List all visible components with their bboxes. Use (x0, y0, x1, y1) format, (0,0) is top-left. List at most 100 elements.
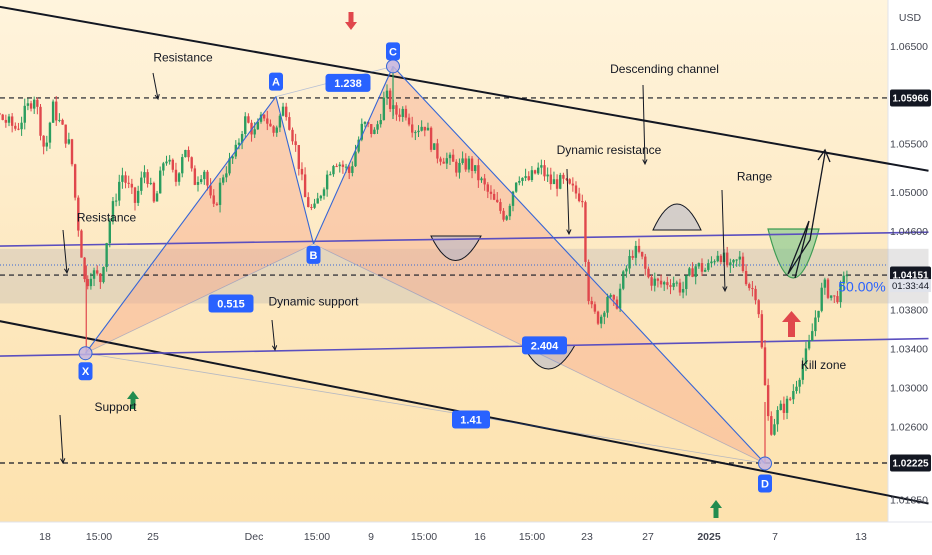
candle-body (612, 294, 615, 300)
candle-body (581, 201, 584, 203)
candle-body (748, 284, 751, 289)
pointer-resistance-top-head (154, 94, 160, 101)
candle-body (174, 169, 178, 182)
candle-body (537, 167, 540, 174)
candle-body (770, 416, 773, 435)
pointer-dynamic-resistance-head (566, 229, 572, 236)
annotation-7: Support (94, 400, 137, 414)
price-axis-background (888, 0, 932, 522)
candle-body (625, 268, 628, 272)
pattern-leg-AB (275, 96, 315, 245)
time-axis-background (0, 522, 932, 550)
x-tick-8: 15:00 (519, 531, 545, 543)
candle-body (357, 139, 360, 152)
candle-body (370, 124, 373, 134)
candle-body (675, 282, 678, 284)
x-tick-3: Dec (245, 531, 264, 543)
candle-body (524, 176, 527, 178)
pattern-point-d-bg (758, 474, 772, 493)
candle-body (244, 116, 247, 135)
projection-arrow-head (817, 148, 831, 163)
candle-body (80, 230, 83, 258)
candle-body (222, 177, 225, 183)
candle-body (726, 252, 729, 266)
x-tick-13: 13 (855, 531, 867, 543)
candle-body (344, 166, 348, 168)
candle-body (845, 275, 849, 277)
candle-body (647, 268, 650, 278)
candle-body (407, 117, 411, 125)
x-tick-0: 18 (39, 531, 51, 543)
layer-axes: USD1.065001.060001.055001.050001.046001.… (39, 12, 931, 543)
annotation-3: Range (737, 170, 773, 184)
candle-body (448, 154, 452, 159)
semicircle-resistance-test (430, 235, 482, 261)
candle-body (73, 164, 77, 198)
candle-body (420, 126, 423, 131)
pattern-leg-XA (85, 96, 277, 354)
candle-body (199, 179, 203, 183)
candle-body (212, 195, 215, 204)
candle-body (67, 139, 71, 144)
countdown-bg (890, 279, 931, 293)
candle-body (376, 124, 379, 130)
candle-body (656, 278, 660, 281)
candle-body (703, 269, 707, 272)
candle-body (820, 287, 823, 311)
candle-body (603, 312, 606, 317)
candle-body (445, 158, 449, 164)
candle-body (96, 270, 99, 274)
candle-body (464, 158, 467, 170)
candle-body (316, 198, 319, 204)
candle-body (779, 403, 782, 411)
candle-body (461, 158, 464, 163)
dynamic-resistance-line (0, 231, 929, 247)
annotation-5: Dynamic support (268, 294, 359, 308)
candle-body (398, 114, 401, 117)
ratio-label-0: 1.238 (334, 78, 362, 90)
x-tick-10: 27 (642, 531, 654, 543)
y-tick-3: 1.05000 (890, 187, 928, 199)
x-tick-12: 7 (772, 531, 778, 543)
candle-body (51, 101, 55, 123)
candle-body (691, 268, 694, 277)
pointer-support (59, 414, 64, 464)
candle-body (250, 122, 253, 135)
candle-body (89, 278, 93, 287)
candle-body (23, 105, 26, 123)
candle-body (436, 143, 439, 159)
ratio-label-2: 2.404 (531, 340, 559, 352)
candle-body (114, 200, 118, 202)
candle-body (133, 187, 137, 203)
candle-body (1, 114, 4, 120)
candle-body (521, 177, 524, 181)
candle-body (184, 149, 187, 158)
candle-body (470, 158, 474, 171)
layer-candles (0, 66, 849, 464)
pattern-point-d: D (761, 478, 769, 490)
candle-body (92, 270, 96, 279)
pattern-point-c-bg (386, 42, 400, 61)
x-tick-9: 23 (581, 531, 593, 543)
candle-body (42, 135, 45, 147)
candle-body (751, 288, 754, 290)
candle-body (451, 154, 455, 162)
candle-body (149, 182, 152, 184)
candle-body (0, 113, 1, 115)
candle-body (423, 126, 426, 131)
candle-body (33, 99, 36, 109)
pattern-point-c: C (389, 46, 397, 58)
candle-body (543, 165, 546, 177)
semicircle-range-top (652, 203, 702, 231)
candle-body (17, 128, 20, 130)
candle-body (130, 183, 134, 188)
candle-body (225, 173, 228, 178)
y-tick-8: 1.03000 (890, 382, 928, 394)
ratio-label-2-bg (522, 336, 567, 355)
y-tick-4: 1.04600 (890, 226, 928, 238)
candle-body (433, 143, 436, 150)
candle-body (540, 165, 543, 168)
candle-body (587, 261, 590, 302)
candle-body (842, 275, 845, 284)
annotation-1: Descending channel (610, 62, 719, 76)
